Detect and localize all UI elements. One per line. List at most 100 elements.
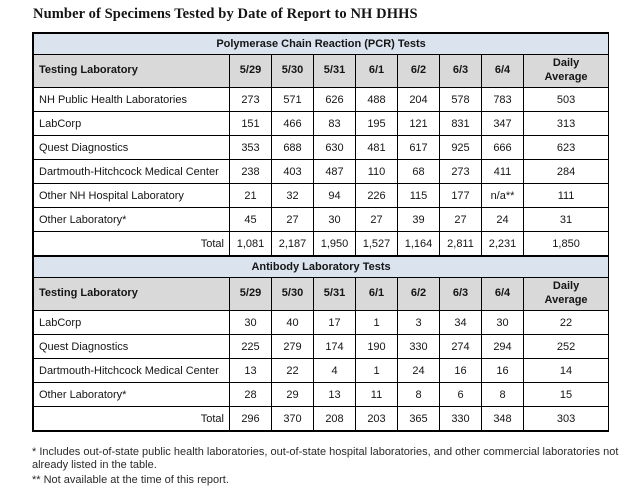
value-cell: 16	[481, 358, 524, 383]
value-cell: 330	[397, 334, 440, 359]
value-cell: 27	[439, 207, 482, 232]
value-cell: 623	[522, 135, 610, 160]
value-cell: 111	[522, 183, 610, 208]
value-cell: 273	[229, 87, 272, 112]
value-cell: 294	[481, 334, 524, 359]
value-cell: 21	[229, 183, 272, 208]
lab-name-cell: Other Laboratory*	[33, 207, 230, 232]
value-cell: n/a**	[481, 183, 524, 208]
value-cell: 83	[313, 111, 356, 136]
total-value-cell: 1,850	[522, 231, 610, 256]
value-cell: 411	[481, 159, 524, 184]
page-title: Number of Specimens Tested by Date of Re…	[33, 6, 418, 22]
value-cell: 481	[355, 135, 398, 160]
column-header: 5/29	[229, 277, 272, 311]
lab-name-cell: NH Public Health Laboratories	[33, 87, 230, 112]
value-cell: 110	[355, 159, 398, 184]
total-value-cell: 330	[439, 406, 482, 431]
value-cell: 31	[522, 207, 610, 232]
value-cell: 578	[439, 87, 482, 112]
value-cell: 225	[229, 334, 272, 359]
value-cell: 783	[481, 87, 524, 112]
value-cell: 8	[481, 382, 524, 407]
total-value-cell: 2,187	[271, 231, 314, 256]
footnote-1: * Includes out-of-state public health la…	[32, 446, 619, 472]
value-cell: 925	[439, 135, 482, 160]
lab-name-cell: LabCorp	[33, 310, 230, 335]
table-row: LabCorp 30 40 17 1 3 34 30 22	[33, 310, 610, 335]
value-cell: 630	[313, 135, 356, 160]
table-row: Quest Diagnostics 225 279 174 190 330 274 294 25…	[33, 334, 610, 359]
column-header: 5/31	[313, 277, 356, 311]
total-label: Total	[33, 231, 230, 256]
value-cell: 24	[397, 358, 440, 383]
column-header: 6/1	[355, 54, 398, 88]
value-cell: 1	[355, 310, 398, 335]
value-cell: 503	[522, 87, 610, 112]
value-cell: 151	[229, 111, 272, 136]
column-header: 6/2	[397, 54, 440, 88]
total-value-cell: 1,164	[397, 231, 440, 256]
value-cell: 14	[522, 358, 610, 383]
column-header: 5/31	[313, 54, 356, 88]
table-row: NH Public Health Laboratories 273 571 626 48…	[33, 87, 610, 112]
value-cell: 238	[229, 159, 272, 184]
value-cell: 190	[355, 334, 398, 359]
column-header: Testing Laboratory	[33, 277, 230, 311]
tables-container: Polymerase Chain Reaction (PCR) Tests Tes…	[32, 32, 610, 432]
value-cell: 347	[481, 111, 524, 136]
total-value-cell: 1,527	[355, 231, 398, 256]
column-header: 6/1	[355, 277, 398, 311]
total-value-cell: 348	[481, 406, 524, 431]
value-cell: 831	[439, 111, 482, 136]
table-row: Dartmouth-Hitchcock Medical Center 13 22 4 1…	[33, 358, 610, 383]
column-header: Testing Laboratory	[33, 54, 230, 88]
column-header: 6/4	[481, 277, 524, 311]
value-cell: 28	[229, 382, 272, 407]
total-label: Total	[33, 406, 230, 431]
value-cell: 30	[481, 310, 524, 335]
value-cell: 204	[397, 87, 440, 112]
total-value-cell: 2,231	[481, 231, 524, 256]
total-value-cell: 208	[313, 406, 356, 431]
total-value-cell: 370	[271, 406, 314, 431]
value-cell: 666	[481, 135, 524, 160]
table-row: Quest Diagnostics 353 688 630 481 617 925 666 62…	[33, 135, 610, 160]
footnote-2: ** Not available at the time of this rep…	[32, 473, 229, 486]
table-row: Other NH Hospital Laboratory 21 32 94 226 115…	[33, 183, 610, 208]
value-cell: 8	[397, 382, 440, 407]
value-cell: 15	[522, 382, 610, 407]
value-cell: 571	[271, 87, 314, 112]
value-cell: 284	[522, 159, 610, 184]
table-row: Other Laboratory* 45 27 30 27 39 27 24 31	[33, 207, 610, 232]
value-cell: 94	[313, 183, 356, 208]
value-cell: 22	[271, 358, 314, 383]
total-value-cell: 303	[522, 406, 610, 431]
total-value-cell: 1,950	[313, 231, 356, 256]
table-antibody: Antibody Laboratory Tests Testing Laborat…	[32, 256, 610, 431]
table-row: LabCorp 151 466 83 195 121 831 347 313	[33, 111, 610, 136]
lab-name-cell: Other NH Hospital Laboratory	[33, 183, 230, 208]
total-value-cell: 296	[229, 406, 272, 431]
value-cell: 45	[229, 207, 272, 232]
lab-name-cell: Other Laboratory*	[33, 382, 230, 407]
total-value-cell: 365	[397, 406, 440, 431]
value-cell: 3	[397, 310, 440, 335]
value-cell: 1	[355, 358, 398, 383]
value-cell: 30	[313, 207, 356, 232]
section-title-antibody: Antibody Laboratory Tests	[32, 256, 610, 278]
value-cell: 4	[313, 358, 356, 383]
total-value-cell: 203	[355, 406, 398, 431]
value-cell: 30	[229, 310, 272, 335]
table-row: Other Laboratory* 28 29 13 11 8 6 8 15	[33, 382, 610, 407]
value-cell: 39	[397, 207, 440, 232]
value-cell: 174	[313, 334, 356, 359]
lab-name-cell: Quest Diagnostics	[33, 334, 230, 359]
value-cell: 403	[271, 159, 314, 184]
column-header: Daily Average	[522, 54, 610, 88]
column-header: 6/4	[481, 54, 524, 88]
lab-name-cell: Quest Diagnostics	[33, 135, 230, 160]
value-cell: 274	[439, 334, 482, 359]
value-cell: 115	[397, 183, 440, 208]
lab-name-cell: Dartmouth-Hitchcock Medical Center	[33, 159, 230, 184]
